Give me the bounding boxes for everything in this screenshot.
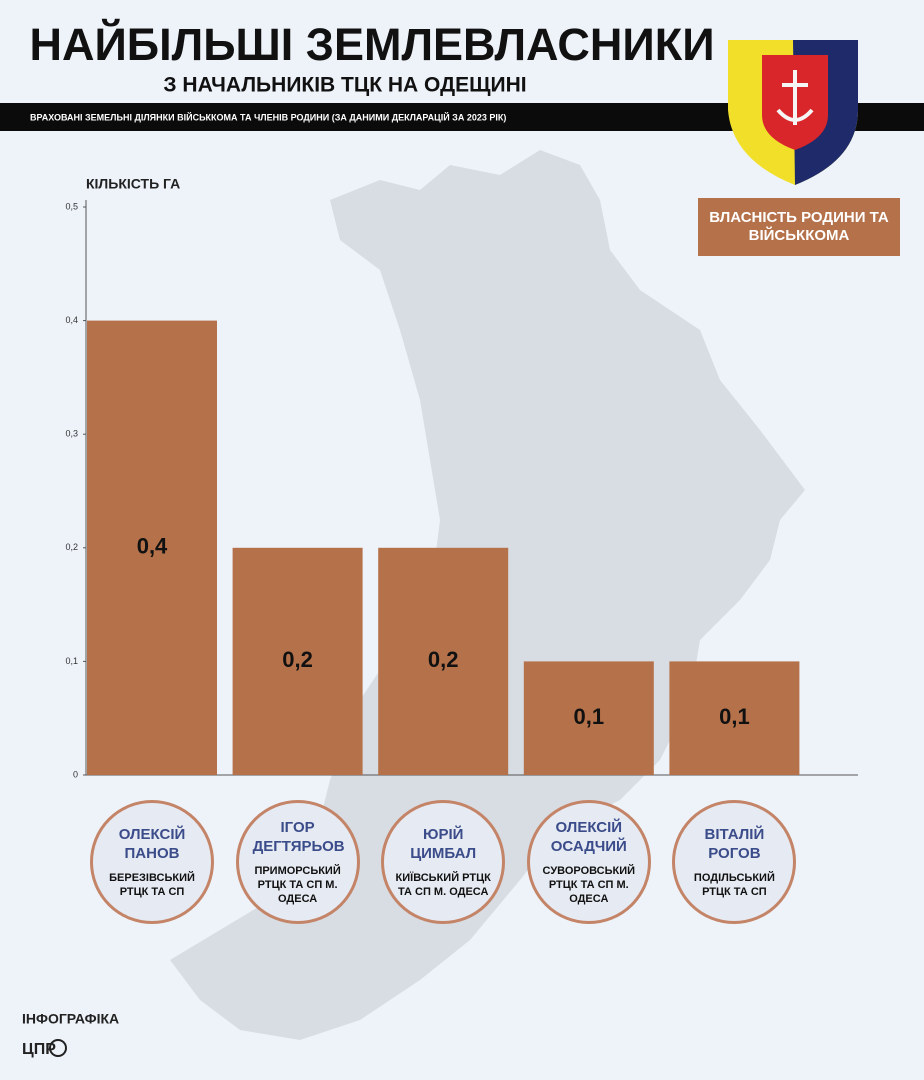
y-axis-label: КІЛЬКІСТЬ ГА <box>86 176 180 192</box>
person-name: ВІТАЛІЙ РОГОВ <box>704 826 765 862</box>
footer: ІНФОГРАФІКА <box>22 1011 119 1027</box>
title: НАЙБІЛЬШІ ЗЕМЛЕВЛАСНИКИ <box>29 19 714 70</box>
banner-text: ВРАХОВАНІ ЗЕМЕЛЬНІ ДІЛЯНКИ ВІЙСЬККОМА ТА… <box>30 111 506 122</box>
person-circle: ЮРІЙ ЦИМБАЛ КИЇВСЬКИЙ РТЦК ТА СП М. ОДЕСА <box>381 800 506 924</box>
value-label: 0,1 <box>574 704 605 729</box>
person-unit: ПРИМОРСЬКИЙ РТЦК ТА СП М. ОДЕСА <box>254 865 341 905</box>
bar <box>523 661 654 775</box>
bar <box>232 547 363 775</box>
value-label: 0,4 <box>137 534 168 559</box>
value-label: 0,2 <box>428 647 459 672</box>
shield-logo <box>728 40 858 185</box>
person-circle: ІГОР ДЕГТЯРЬОВ ПРИМОРСЬКИЙ РТЦК ТА СП М. … <box>235 800 360 924</box>
logo: ЦПР <box>22 1041 56 1058</box>
person-circle: ВІТАЛІЙ РОГОВ ПОДІЛЬСЬКИЙ РТЦК ТА СП <box>672 800 797 924</box>
person-name: ОЛЕКСІЙ ПАНОВ <box>118 826 186 862</box>
y-tick-label: 0 <box>73 769 78 779</box>
y-tick-label: 0,3 <box>65 429 78 439</box>
logo-icon <box>49 1039 67 1057</box>
person-circle: ОЛЕКСІЙ ПАНОВ БЕРЕЗІВСЬКИЙ РТЦК ТА СП <box>90 800 214 924</box>
value-label: 0,2 <box>282 647 313 672</box>
y-tick-label: 0,5 <box>65 201 78 211</box>
legend: ВЛАСНІСТЬ РОДИНИ ТА ВІЙСЬККОМА <box>698 198 900 256</box>
person-circle: ОЛЕКСІЙ ОСАДЧИЙ СУВОРОВСЬКИЙ РТЦК ТА СП М… <box>526 800 651 924</box>
bar <box>669 661 800 775</box>
bar <box>87 320 217 775</box>
y-tick-label: 0,1 <box>65 656 78 666</box>
subtitle: З НАЧАЛЬНИКІВ ТЦК НА ОДЕЩИНІ <box>163 74 526 97</box>
person-name: ЮРІЙ ЦИМБАЛ <box>410 826 477 862</box>
bar <box>378 547 509 775</box>
y-tick-label: 0,2 <box>65 542 78 552</box>
person-unit: СУВОРОВСЬКИЙ РТЦК ТА СП М. ОДЕСА <box>542 865 636 905</box>
person-name: ОЛЕКСІЙ ОСАДЧИЙ <box>550 819 627 855</box>
person-unit: БЕРЕЗІВСЬКИЙ РТЦК ТА СП <box>109 872 195 898</box>
value-label: 0,1 <box>719 704 750 729</box>
person-name: ІГОР ДЕГТЯРЬОВ <box>252 819 345 855</box>
person-unit: КИЇВСЬКИЙ РТЦК ТА СП М. ОДЕСА <box>395 872 491 898</box>
y-tick-label: 0,4 <box>65 315 78 325</box>
person-unit: ПОДІЛЬСЬКИЙ РТЦК ТА СП <box>693 872 775 898</box>
